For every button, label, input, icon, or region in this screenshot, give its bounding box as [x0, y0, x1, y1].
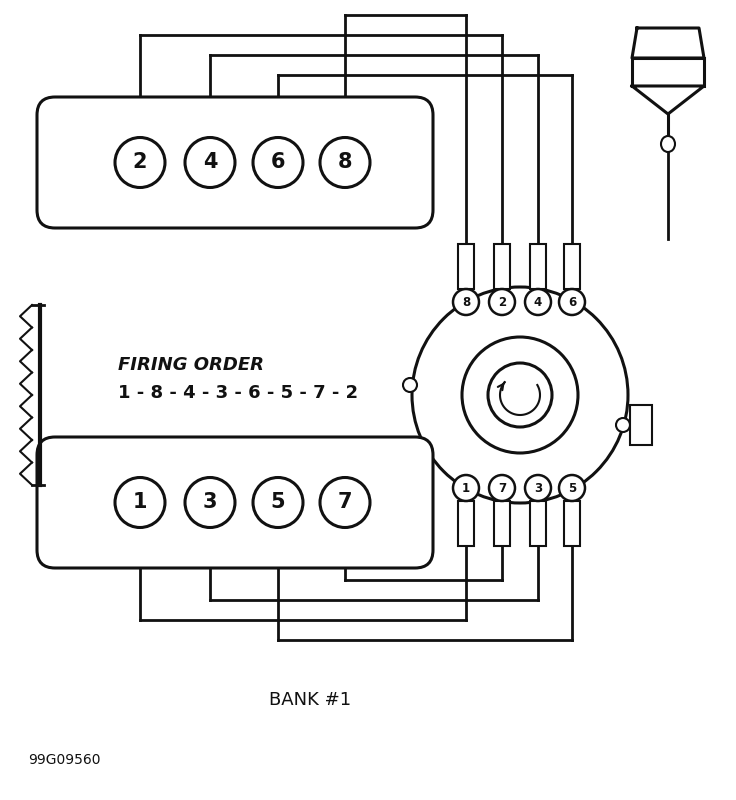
Text: 4: 4: [202, 153, 217, 173]
Circle shape: [489, 289, 515, 315]
Circle shape: [253, 138, 303, 187]
Circle shape: [453, 289, 479, 315]
Polygon shape: [632, 28, 704, 58]
Polygon shape: [632, 86, 704, 114]
Circle shape: [559, 475, 585, 501]
Text: 8: 8: [338, 153, 353, 173]
Text: 4: 4: [534, 295, 542, 309]
Circle shape: [320, 138, 370, 187]
Circle shape: [489, 475, 515, 501]
Circle shape: [559, 289, 585, 315]
Text: 7: 7: [498, 482, 506, 494]
Circle shape: [453, 475, 479, 501]
Bar: [530, 244, 546, 289]
Circle shape: [253, 478, 303, 527]
Text: 1: 1: [132, 493, 147, 513]
Circle shape: [462, 337, 578, 453]
Circle shape: [616, 418, 630, 432]
Circle shape: [525, 289, 551, 315]
Text: 5: 5: [568, 482, 576, 494]
Bar: [458, 501, 474, 546]
Text: 3: 3: [534, 482, 542, 494]
Text: 1: 1: [462, 482, 470, 494]
Bar: [494, 244, 510, 289]
Circle shape: [185, 138, 235, 187]
Bar: [630, 405, 652, 445]
Circle shape: [320, 478, 370, 527]
Text: 6: 6: [271, 153, 286, 173]
Bar: [494, 501, 510, 546]
Text: 2: 2: [498, 295, 506, 309]
Text: 8: 8: [462, 295, 470, 309]
Circle shape: [185, 478, 235, 527]
Bar: [632, 58, 704, 86]
FancyBboxPatch shape: [37, 97, 433, 228]
Ellipse shape: [661, 136, 675, 152]
Text: FIRING ORDER: FIRING ORDER: [118, 356, 264, 374]
Circle shape: [115, 478, 165, 527]
Text: 1 - 8 - 4 - 3 - 6 - 5 - 7 - 2: 1 - 8 - 4 - 3 - 6 - 5 - 7 - 2: [118, 384, 358, 402]
Bar: [530, 501, 546, 546]
Bar: [458, 244, 474, 289]
Text: 6: 6: [568, 295, 576, 309]
Text: 5: 5: [271, 493, 286, 513]
FancyBboxPatch shape: [37, 437, 433, 568]
Text: BANK #1: BANK #1: [269, 691, 351, 709]
Circle shape: [403, 378, 417, 392]
Circle shape: [412, 287, 628, 503]
Bar: [564, 501, 580, 546]
Text: 7: 7: [338, 493, 353, 513]
Circle shape: [488, 363, 552, 427]
Text: 99G09560: 99G09560: [28, 753, 101, 767]
Text: 2: 2: [132, 153, 147, 173]
Circle shape: [525, 475, 551, 501]
Circle shape: [115, 138, 165, 187]
Bar: [564, 244, 580, 289]
Text: 3: 3: [202, 493, 217, 513]
